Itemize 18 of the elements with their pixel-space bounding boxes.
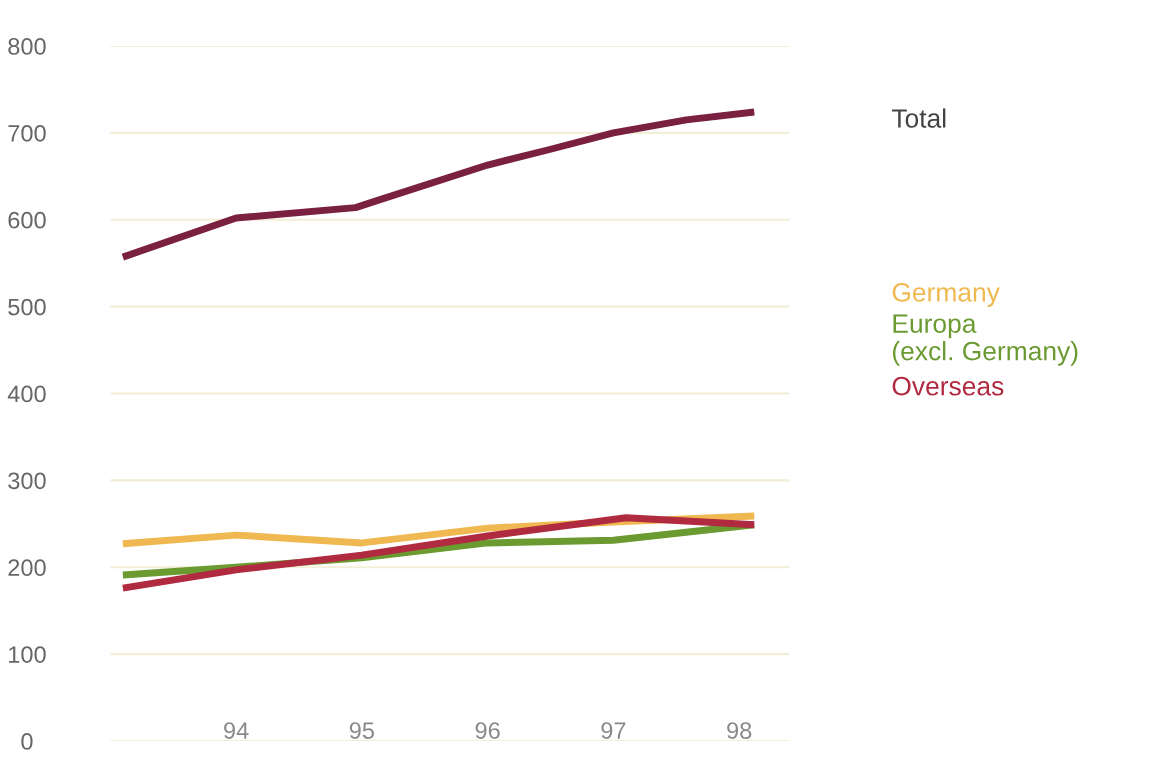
text: Overseas — [892, 376, 1004, 396]
y-tick-label: 600 — [8, 211, 46, 229]
x-tick-label: 94 — [224, 722, 249, 739]
text: Europa (excl. Germany) — [892, 314, 1078, 366]
y-tick-label: 400 — [7, 385, 46, 403]
text: Total — [891, 108, 946, 128]
x-tick-label: 98 — [727, 722, 752, 739]
x-tick-label: 97 — [601, 722, 626, 739]
y-tick-label: 0 — [21, 733, 33, 750]
x-tick-label: 96 — [475, 722, 500, 739]
y-tick-label: 500 — [8, 298, 46, 316]
text: Germany — [892, 283, 1000, 307]
x-tick-label: 95 — [349, 722, 374, 739]
y-tick-label: 800 — [8, 38, 46, 55]
y-tick-label: 100 — [9, 646, 46, 663]
y-tick-label: 200 — [8, 559, 46, 577]
y-tick-label: 700 — [8, 124, 46, 142]
y-tick-label: 300 — [8, 472, 46, 490]
